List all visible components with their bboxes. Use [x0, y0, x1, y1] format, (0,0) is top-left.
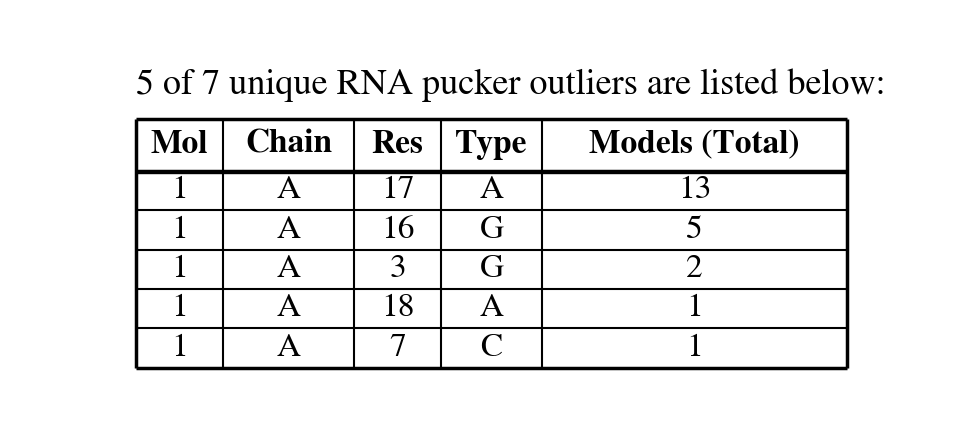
- Text: A: A: [479, 176, 503, 205]
- Text: Mol: Mol: [150, 130, 208, 160]
- Text: 1: 1: [171, 255, 188, 284]
- Text: A: A: [276, 176, 300, 205]
- Text: 2: 2: [685, 255, 703, 284]
- Text: 1: 1: [171, 294, 188, 323]
- Text: Type: Type: [454, 130, 527, 160]
- Text: A: A: [276, 255, 300, 284]
- Text: Chain: Chain: [245, 130, 331, 160]
- Text: G: G: [479, 255, 503, 284]
- Text: 7: 7: [389, 333, 405, 363]
- Text: 3: 3: [389, 255, 405, 284]
- Text: Res: Res: [371, 130, 423, 160]
- Text: 1: 1: [171, 215, 188, 245]
- Text: 17: 17: [381, 176, 414, 205]
- Text: 5: 5: [685, 215, 703, 245]
- Text: G: G: [479, 215, 503, 245]
- Text: Models (Total): Models (Total): [588, 130, 798, 160]
- Text: 18: 18: [381, 294, 414, 323]
- Text: C: C: [480, 333, 502, 363]
- Text: 1: 1: [171, 176, 188, 205]
- Text: 1: 1: [171, 333, 188, 363]
- Text: A: A: [276, 294, 300, 323]
- Text: 1: 1: [685, 294, 703, 323]
- Text: 5 of 7 unique RNA pucker outliers are listed below:: 5 of 7 unique RNA pucker outliers are li…: [136, 69, 885, 102]
- Text: 13: 13: [677, 176, 710, 205]
- Text: 1: 1: [685, 333, 703, 363]
- Text: 16: 16: [381, 215, 414, 245]
- Text: A: A: [276, 215, 300, 245]
- Text: A: A: [276, 333, 300, 363]
- Text: A: A: [479, 294, 503, 323]
